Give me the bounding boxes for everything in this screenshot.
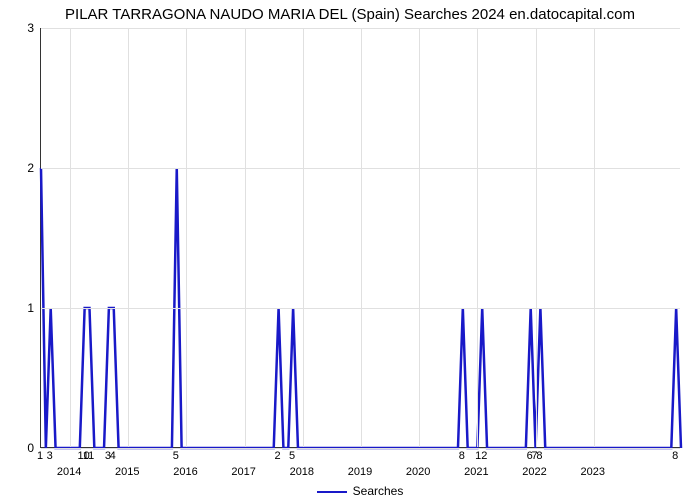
gridline-v: [128, 28, 129, 447]
xtick-label: 11: [83, 450, 94, 462]
year-label: 2020: [406, 466, 430, 478]
year-label: 2014: [57, 466, 81, 478]
legend: Searches: [40, 484, 680, 498]
gridline-v: [303, 28, 304, 447]
xtick-label: 8: [672, 450, 678, 462]
gridline-v: [536, 28, 537, 447]
ytick-label: 0: [27, 441, 34, 455]
legend-label: Searches: [353, 484, 404, 498]
gridline-v: [361, 28, 362, 447]
ytick-label: 3: [27, 21, 34, 35]
gridline-v: [245, 28, 246, 447]
year-label: 2023: [580, 466, 604, 478]
xtick-label: 2: [275, 450, 281, 462]
xtick-label: 4: [110, 450, 116, 462]
year-label: 2019: [348, 466, 372, 478]
xtick-label: 12: [475, 450, 487, 462]
year-label: 2018: [290, 466, 314, 478]
xtick-label: 1: [37, 450, 43, 462]
gridline-v: [477, 28, 478, 447]
gridline-v: [70, 28, 71, 447]
year-label: 2015: [115, 466, 139, 478]
chart-container: PILAR TARRAGONA NAUDO MARIA DEL (Spain) …: [0, 0, 700, 500]
xtick-label: 8: [536, 450, 542, 462]
xtick-label: 5: [289, 450, 295, 462]
year-label: 2017: [231, 466, 255, 478]
y-axis-ticks: 0123: [0, 28, 40, 448]
x-axis-ticks: 2014 2015 2016 2017 2018 2019 2020 2021 2022 2023…: [40, 448, 680, 488]
plot-area: [40, 28, 680, 448]
ytick-label: 2: [27, 161, 34, 175]
year-label: 2016: [173, 466, 197, 478]
legend-swatch: [317, 491, 347, 493]
year-label: 2022: [522, 466, 546, 478]
ytick-label: 1: [27, 301, 34, 315]
xtick-label: 5: [173, 450, 179, 462]
xtick-label: 8: [459, 450, 465, 462]
chart-title: PILAR TARRAGONA NAUDO MARIA DEL (Spain) …: [0, 6, 700, 23]
gridline-v: [186, 28, 187, 447]
gridline-v: [594, 28, 595, 447]
year-label: 2021: [464, 466, 488, 478]
xtick-label: 3: [47, 450, 53, 462]
gridline-v: [419, 28, 420, 447]
